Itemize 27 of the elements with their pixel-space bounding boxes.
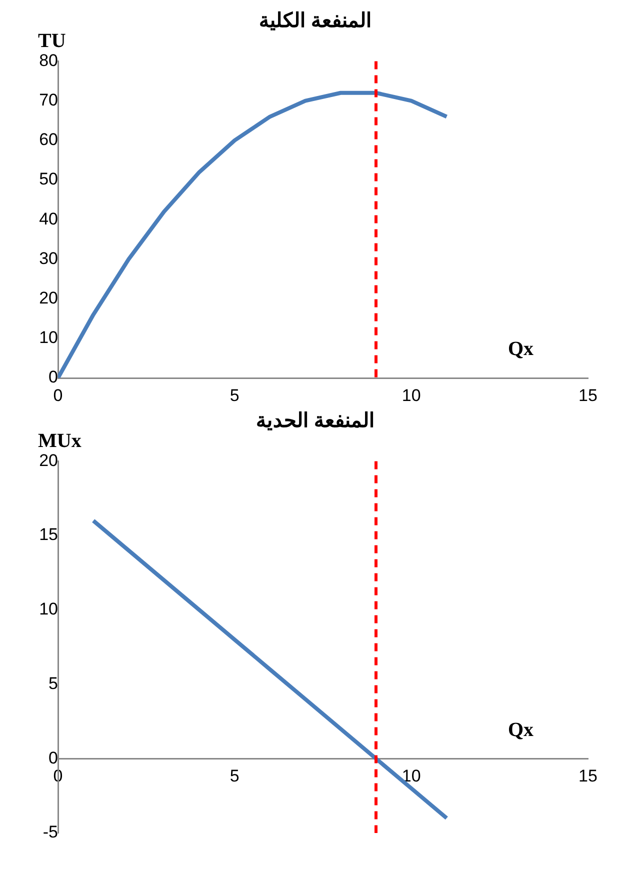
- x-tick-label: 15: [578, 766, 598, 786]
- y-tick-label: 30: [39, 248, 58, 268]
- chart-title: المنفعة الكلية: [259, 10, 372, 32]
- y-tick-label: 15: [39, 525, 58, 544]
- x-tick-label: 15: [578, 386, 598, 405]
- y-tick-label: 80: [39, 50, 58, 70]
- y-tick-label: -5: [42, 822, 58, 842]
- y-tick-label: 70: [39, 90, 58, 110]
- x-tick-label: 5: [230, 766, 240, 786]
- y-tick-label: 0: [48, 748, 58, 768]
- y-tick-label: 10: [39, 600, 58, 619]
- chart-title: المنفعة الحدية: [256, 410, 375, 432]
- x-tick-label: 5: [230, 386, 240, 405]
- y-axis-title: TU: [38, 30, 66, 53]
- y-tick-label: 0: [48, 368, 58, 387]
- y-tick-label: 5: [48, 674, 58, 693]
- y-axis-title: MUx: [38, 430, 82, 453]
- y-tick-label: 40: [39, 209, 58, 228]
- x-tick-label: 10: [402, 766, 421, 786]
- y-tick-label: 60: [39, 130, 58, 150]
- y-tick-label: 50: [39, 170, 58, 189]
- y-tick-label: 20: [39, 288, 58, 308]
- x-axis-title: Qx: [508, 718, 534, 742]
- x-tick-label: 10: [402, 386, 421, 405]
- x-axis-title: Qx: [508, 338, 534, 361]
- y-tick-label: 10: [39, 328, 58, 348]
- y-tick-label: 20: [39, 450, 58, 470]
